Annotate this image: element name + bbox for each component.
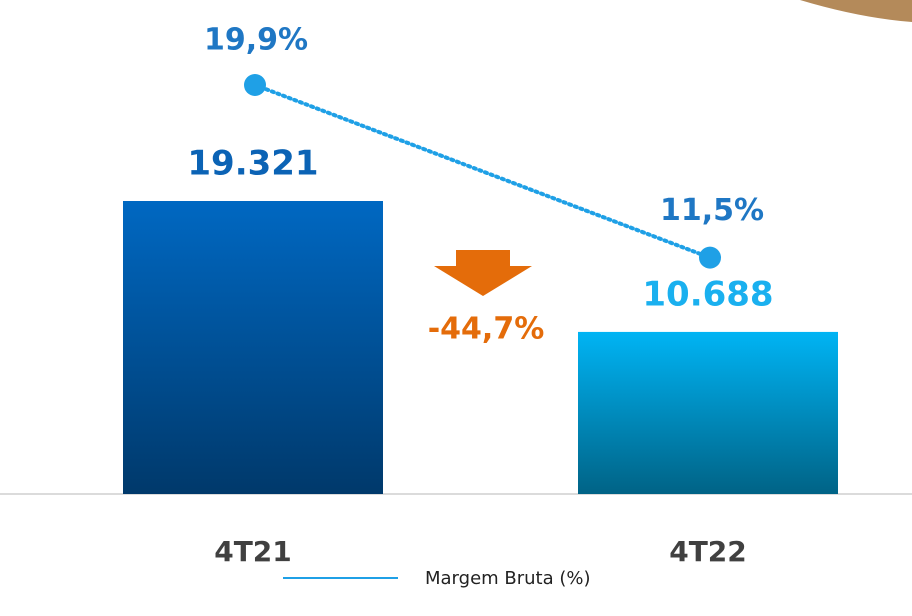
line-point [699,246,721,269]
bar [123,201,383,494]
line-point [244,74,266,96]
value-label: 19.321 [187,144,318,184]
value-label: 11,5% [660,193,764,228]
corner-image [800,0,912,22]
line [253,83,712,260]
value-label: 10.688 [642,274,773,314]
down-arrow [434,250,532,296]
annotation: -44,7% [428,312,545,347]
x-tick-label: 4T21 [214,535,292,568]
value-label: 19,9% [204,23,308,58]
bar [578,331,838,494]
x-tick-label: 4T22 [669,535,747,568]
legend-label: Margem Bruta (%) [425,568,591,589]
